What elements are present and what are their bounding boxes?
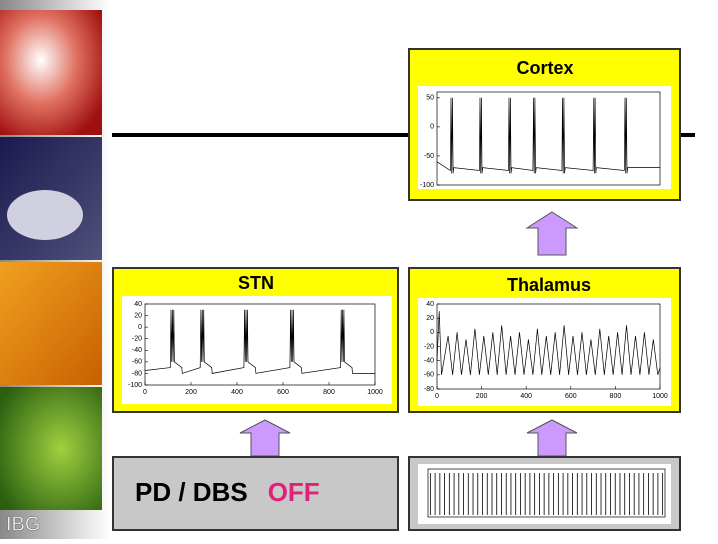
plot-background [418, 86, 671, 189]
x-tick-label: 200 [476, 393, 488, 400]
panel-title: STN [238, 273, 274, 293]
y-tick-label: 50 [426, 95, 434, 102]
plot-frame [436, 91, 661, 186]
arrow [239, 419, 291, 457]
panel-title: Cortex [516, 58, 573, 78]
y-tick-label: -50 [424, 153, 434, 160]
plot-background [122, 296, 392, 404]
x-tick-label: 800 [610, 393, 622, 400]
x-tick-label: 0 [143, 389, 147, 396]
brain-shape [7, 190, 83, 240]
y-tick-label: -100 [128, 382, 142, 389]
y-tick-label: -20 [424, 343, 434, 350]
stimulus-name: PD / DBS [135, 477, 248, 507]
y-tick-label: -40 [132, 347, 142, 354]
y-tick-label: -60 [424, 372, 434, 379]
y-tick-label: 40 [134, 301, 142, 308]
y-tick-label: -80 [132, 370, 142, 377]
y-tick-label: -60 [132, 359, 142, 366]
voltage-trace [144, 309, 375, 374]
sidebar-image [0, 387, 102, 510]
y-tick-label: 20 [426, 315, 434, 322]
x-tick-label: 1000 [367, 389, 383, 396]
y-tick-label: 0 [430, 329, 434, 336]
y-tick-label: -100 [420, 182, 434, 189]
stimulus-label: PD / DBS OFF [135, 477, 320, 507]
plot-frame [144, 303, 376, 386]
stimulus-box [112, 456, 399, 531]
sidebar-label: IBG [6, 513, 40, 535]
x-tick-label: 600 [565, 393, 577, 400]
arrow [526, 419, 578, 457]
x-tick-label: 800 [323, 389, 335, 396]
arrow [525, 211, 579, 256]
x-tick-label: 200 [185, 389, 197, 396]
voltage-trace [436, 311, 661, 375]
x-tick-label: 0 [435, 393, 439, 400]
x-tick-label: 600 [277, 389, 289, 396]
y-tick-label: -40 [424, 358, 434, 365]
y-tick-label: -20 [132, 336, 142, 343]
voltage-trace [436, 97, 660, 174]
plot-frame [427, 468, 666, 518]
y-tick-label: -80 [424, 386, 434, 393]
sidebar-image [0, 10, 102, 135]
x-tick-label: 1000 [652, 393, 668, 400]
y-tick-label: 0 [430, 124, 434, 131]
panel-title: Thalamus [507, 275, 591, 295]
y-tick-label: 0 [138, 324, 142, 331]
y-tick-label: 40 [426, 301, 434, 308]
y-tick-label: 20 [134, 312, 142, 319]
x-tick-label: 400 [520, 393, 532, 400]
sidebar-image [0, 262, 102, 385]
stimulus-state: OFF [268, 477, 320, 507]
x-tick-label: 400 [231, 389, 243, 396]
